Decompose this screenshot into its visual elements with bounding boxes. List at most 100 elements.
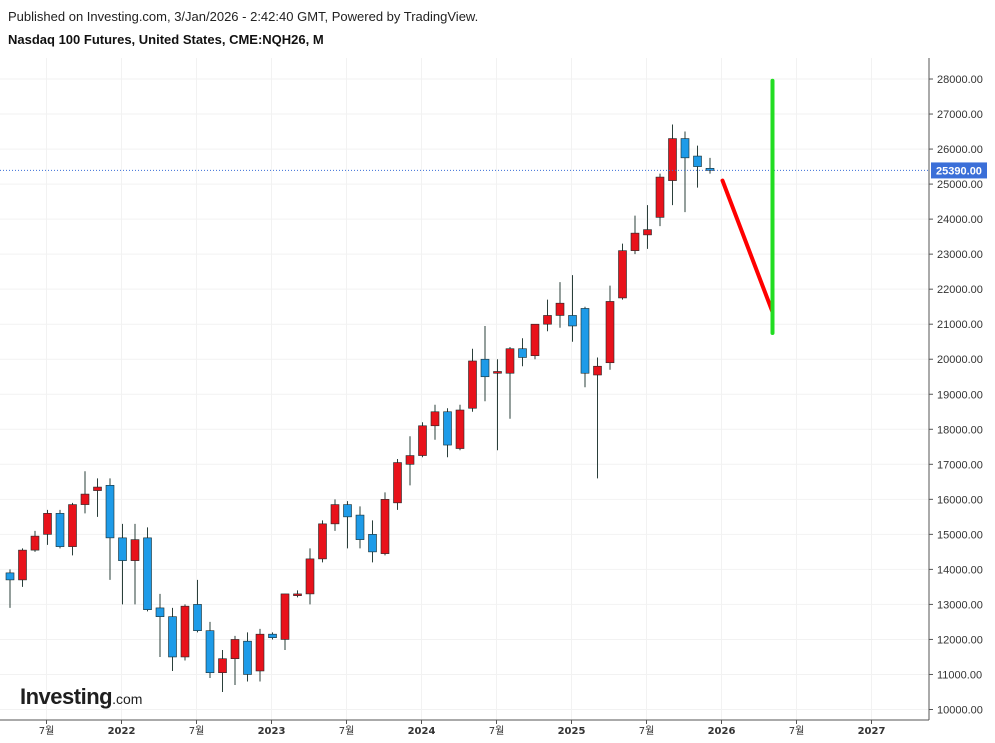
candle[interactable] (555, 282, 565, 328)
candle[interactable] (605, 285, 615, 370)
candle[interactable] (205, 621, 215, 678)
candle[interactable] (80, 471, 90, 514)
candle[interactable] (443, 408, 452, 458)
candle-body (230, 639, 240, 660)
x-tick-label: 7월 (39, 725, 55, 737)
candle[interactable] (130, 523, 140, 605)
candle[interactable] (668, 124, 677, 206)
candle-body (480, 358, 490, 378)
candle[interactable] (493, 359, 502, 451)
candle[interactable] (655, 173, 665, 227)
candle-body (618, 250, 627, 299)
candle-body (143, 537, 152, 610)
investing-logo: Investing.com (20, 684, 142, 710)
candle-body (130, 539, 140, 561)
candle-body (105, 485, 115, 539)
candle[interactable] (380, 492, 390, 556)
candle[interactable] (68, 502, 77, 556)
candle[interactable] (168, 607, 177, 671)
y-tick-label: 27000.00 (937, 109, 983, 121)
candle[interactable] (293, 590, 302, 598)
candle-body (218, 658, 227, 674)
candle[interactable] (480, 325, 490, 402)
candle[interactable] (5, 569, 15, 608)
candle[interactable] (643, 205, 652, 249)
candle[interactable] (543, 299, 552, 332)
last-price-label: 25390.00 (936, 165, 982, 177)
candle[interactable] (218, 649, 227, 692)
candle[interactable] (568, 275, 577, 342)
candle-body (343, 504, 352, 518)
candle[interactable] (580, 306, 590, 388)
candle[interactable] (618, 243, 627, 300)
x-tick-label: 7월 (339, 725, 355, 737)
candle[interactable] (305, 548, 315, 605)
candle[interactable] (243, 632, 252, 682)
y-tick-label: 10000.00 (937, 704, 983, 716)
candle[interactable] (180, 604, 190, 661)
candle[interactable] (230, 635, 240, 685)
candle[interactable] (268, 632, 277, 640)
candle-body (168, 616, 177, 658)
candle[interactable] (680, 131, 690, 213)
candle[interactable] (468, 348, 477, 412)
candle[interactable] (393, 459, 402, 510)
candle[interactable] (405, 436, 415, 486)
candle-body (418, 425, 427, 456)
candle-body (505, 348, 515, 374)
candle[interactable] (705, 157, 715, 174)
candle-series[interactable] (5, 124, 715, 692)
candle[interactable] (505, 346, 515, 419)
y-tick-label: 22000.00 (937, 284, 983, 296)
candle[interactable] (530, 323, 540, 360)
last-price-marker: 25390.00 (0, 162, 987, 179)
y-tick-label: 20000.00 (937, 354, 983, 366)
candle-body (293, 593, 302, 596)
candle[interactable] (93, 478, 102, 517)
candle[interactable] (55, 509, 65, 549)
candle-body (18, 549, 27, 581)
candle[interactable] (455, 404, 465, 451)
candle[interactable] (330, 499, 340, 531)
candle[interactable] (418, 422, 427, 458)
candle[interactable] (593, 357, 602, 479)
candle-body (30, 535, 40, 551)
red-trend-line[interactable] (720, 178, 775, 314)
x-tick-label: 2027 (858, 726, 886, 737)
candle[interactable] (255, 628, 265, 682)
x-tick-label: 2022 (108, 726, 136, 737)
y-tick-label: 26000.00 (937, 144, 983, 156)
candle[interactable] (280, 593, 290, 650)
y-tick-label: 11000.00 (937, 669, 982, 681)
candle-body (280, 593, 290, 640)
candle-body (430, 411, 440, 427)
candle-body (655, 176, 665, 218)
drawing-layer[interactable] (720, 78, 775, 335)
candle[interactable] (355, 506, 365, 549)
candle-body (605, 301, 615, 364)
candle-body (368, 534, 377, 553)
candle[interactable] (155, 593, 165, 657)
candle-body (518, 348, 527, 358)
candle[interactable] (105, 478, 115, 580)
candle[interactable] (143, 527, 152, 612)
candle[interactable] (693, 145, 702, 188)
candle[interactable] (630, 215, 640, 255)
candle[interactable] (18, 548, 27, 587)
candle[interactable] (318, 520, 327, 563)
candle-body (455, 409, 465, 449)
candle-body (405, 455, 415, 465)
candle[interactable] (343, 501, 352, 549)
y-tick-label: 25000.00 (937, 179, 983, 191)
candle[interactable] (43, 509, 52, 545)
candle[interactable] (193, 579, 202, 633)
x-axis[interactable]: 7월 2022 7월 2023 7월 2024 7월 2025 7월 2026 7월 2027 (39, 720, 886, 737)
candle[interactable] (118, 523, 127, 605)
candle[interactable] (518, 338, 527, 367)
y-axis[interactable]: 10000.00 11000.00 12000.00 13000.00 14000.00… (929, 74, 983, 716)
candle[interactable] (430, 404, 440, 440)
x-tick-label: 2023 (258, 726, 286, 737)
candle[interactable] (30, 530, 40, 552)
candle[interactable] (368, 520, 377, 563)
